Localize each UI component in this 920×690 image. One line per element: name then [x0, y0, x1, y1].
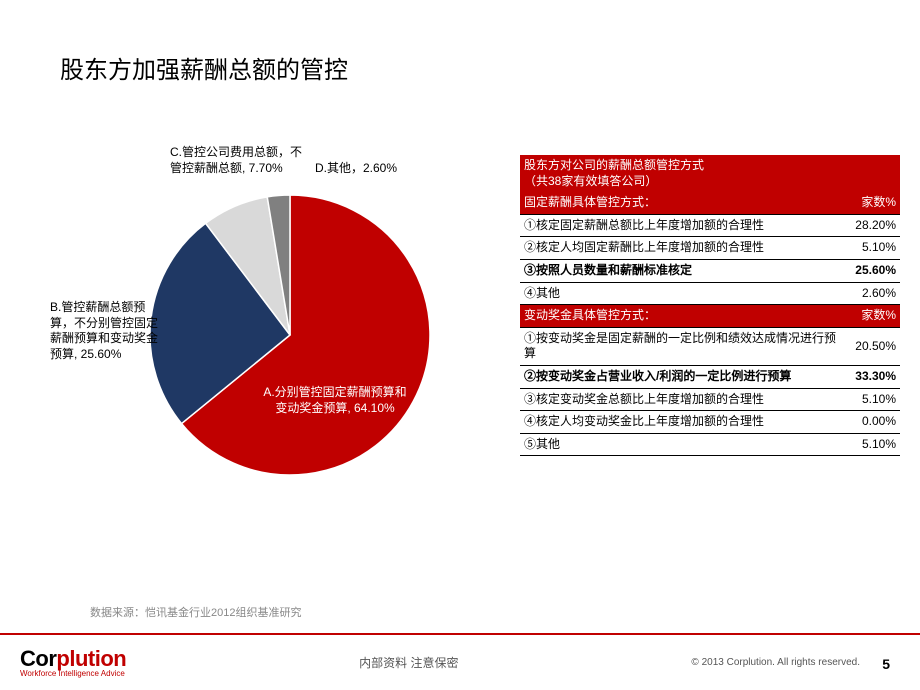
pie-label-C: C.管控公司费用总额，不管控薪酬总额, 7.70% — [170, 145, 310, 176]
content-row: A.分别管控固定薪酬预算和变动奖金预算, 64.10%B.管控薪酬总额预算，不分… — [60, 115, 900, 535]
table-row: 变动奖金具体管控方式：家数% — [520, 305, 900, 328]
pie-label-B: B.管控薪酬总额预算，不分别管控固定薪酬预算和变动奖金预算, 25.60% — [50, 300, 160, 362]
pie-label-D: D.其他，2.60% — [315, 161, 435, 177]
table-cell-pct: 25.60% — [840, 259, 900, 282]
table-cell-pct: 2.60% — [840, 282, 900, 305]
logo-subtitle: Workforce Intelligence Advice — [20, 670, 126, 678]
pie-chart-area: A.分别管控固定薪酬预算和变动奖金预算, 64.10%B.管控薪酬总额预算，不分… — [60, 115, 520, 535]
table-row: 固定薪酬具体管控方式：家数% — [520, 192, 900, 214]
table-cell-pct: 0.00% — [840, 411, 900, 434]
table-cell-pct: 家数% — [840, 192, 900, 214]
table-header-main: 股东方对公司的薪酬总额管控方式（共38家有效填答公司） — [520, 155, 900, 192]
table-row: ③核定变动奖金总额比上年度增加额的合理性5.10% — [520, 388, 900, 411]
table-row: ②核定人均固定薪酬比上年度增加额的合理性5.10% — [520, 237, 900, 260]
table-cell-pct: 5.10% — [840, 388, 900, 411]
table-cell-pct: 5.10% — [840, 433, 900, 456]
table-row: ③按照人员数量和薪酬标准核定25.60% — [520, 259, 900, 282]
table-row: ①按变动奖金是固定薪酬的一定比例和绩效达成情况进行预算20.50% — [520, 327, 900, 365]
table-cell-text: ①按变动奖金是固定薪酬的一定比例和绩效达成情况进行预算 — [520, 327, 840, 365]
table-cell-text: ②按变动奖金占营业收入/利润的一定比例进行预算 — [520, 365, 840, 388]
table-cell-text: ③按照人员数量和薪酬标准核定 — [520, 259, 840, 282]
copyright: © 2013 Corplution. All rights reserved. — [691, 657, 860, 668]
table-cell-pct: 33.30% — [840, 365, 900, 388]
table-row: ①核定固定薪酬总额比上年度增加额的合理性28.20% — [520, 214, 900, 237]
data-source: 数据来源：恺讯基金行业2012组织基准研究 — [90, 604, 301, 620]
table-cell-text: 固定薪酬具体管控方式： — [520, 192, 840, 214]
table-cell-pct: 5.10% — [840, 237, 900, 260]
table-cell-text: ③核定变动奖金总额比上年度增加额的合理性 — [520, 388, 840, 411]
table-row: ②按变动奖金占营业收入/利润的一定比例进行预算33.30% — [520, 365, 900, 388]
table-cell-pct: 28.20% — [840, 214, 900, 237]
table-row: ④核定人均变动奖金比上年度增加额的合理性0.00% — [520, 411, 900, 434]
table-cell-text: ⑤其他 — [520, 433, 840, 456]
page-title: 股东方加强薪酬总额的管控 — [60, 50, 900, 85]
table-cell-text: ④其他 — [520, 282, 840, 305]
table-cell-text: ④核定人均变动奖金比上年度增加额的合理性 — [520, 411, 840, 434]
pie-label-A: A.分别管控固定薪酬预算和变动奖金预算, 64.10% — [260, 385, 410, 416]
table-area: 股东方对公司的薪酬总额管控方式（共38家有效填答公司）固定薪酬具体管控方式：家数… — [520, 155, 900, 456]
footer-center-text: 内部资料 注意保密 — [126, 654, 691, 671]
logo-text: Corplution — [20, 648, 126, 670]
table-cell-text: ①核定固定薪酬总额比上年度增加额的合理性 — [520, 214, 840, 237]
table-cell-text: 变动奖金具体管控方式： — [520, 305, 840, 328]
table-cell-pct: 家数% — [840, 305, 900, 328]
table-row: ④其他2.60% — [520, 282, 900, 305]
control-methods-table: 股东方对公司的薪酬总额管控方式（共38家有效填答公司）固定薪酬具体管控方式：家数… — [520, 155, 900, 456]
logo: Corplution Workforce Intelligence Advice — [20, 648, 126, 678]
page-number: 5 — [882, 656, 890, 672]
table-cell-text: ②核定人均固定薪酬比上年度增加额的合理性 — [520, 237, 840, 260]
footer: Corplution Workforce Intelligence Advice… — [0, 635, 920, 690]
table-row: ⑤其他5.10% — [520, 433, 900, 456]
table-row: 股东方对公司的薪酬总额管控方式（共38家有效填答公司） — [520, 155, 900, 192]
table-cell-pct: 20.50% — [840, 327, 900, 365]
